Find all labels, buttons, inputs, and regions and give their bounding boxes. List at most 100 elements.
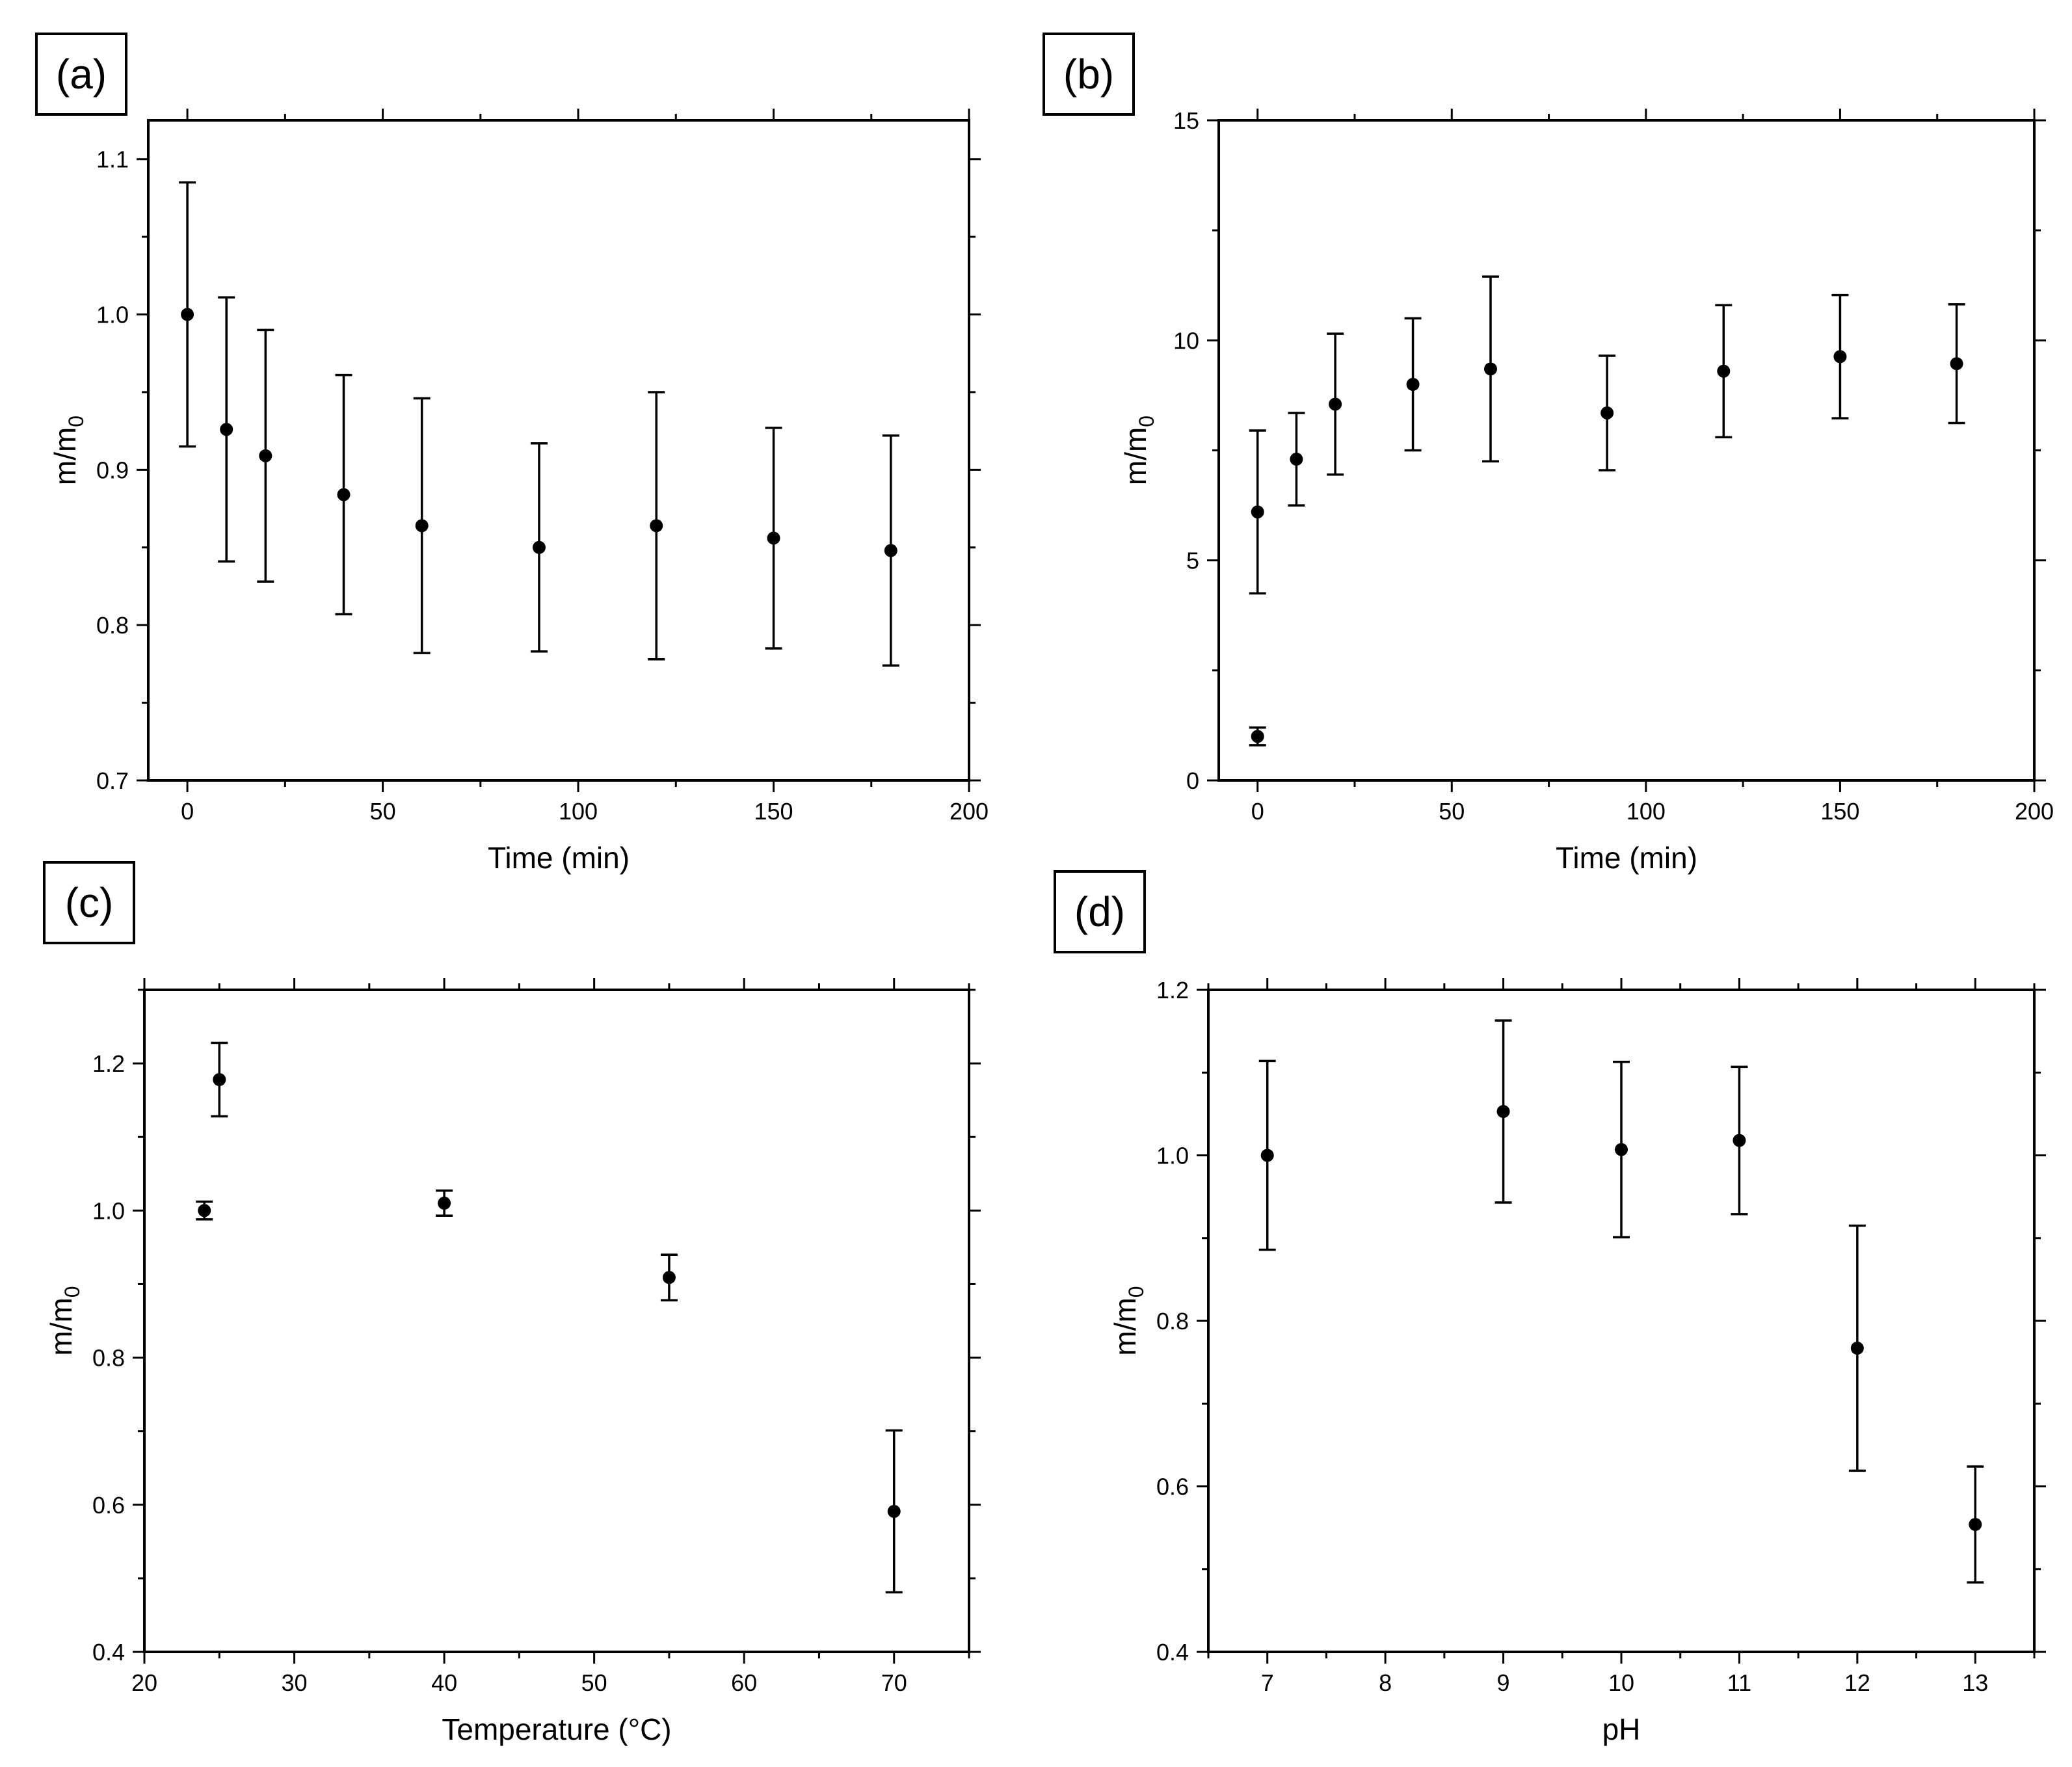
panel-a-xtick-label: 150	[754, 798, 793, 825]
panel-d-xtick-label: 13	[1962, 1669, 1988, 1696]
panel-d-data-point	[1850, 1341, 1864, 1355]
panel-d-xlabel: pH	[1602, 1712, 1641, 1746]
panel-d-data-point	[1615, 1143, 1628, 1156]
panel-c-data-point	[213, 1072, 226, 1086]
panel-c-ytick-label: 0.4	[92, 1639, 125, 1666]
panel-d-label-box	[1054, 870, 1146, 953]
panel-b-data-point	[1251, 505, 1264, 519]
panel-b-ylabel-subscript: 0	[1135, 416, 1158, 427]
panel-a-data-point	[532, 540, 546, 554]
panel-b-data-point	[1717, 364, 1731, 378]
panel-d-ytick-label: 0.4	[1156, 1639, 1189, 1666]
panel-a-data-point	[415, 519, 429, 533]
panel-d: (d) 7 8 9 10 11 12 13 0.4 0.6 0.8 1.0 1.2 pH m/m0	[1054, 870, 2046, 1746]
panel-a-data-point	[259, 449, 272, 462]
panel-d-label: (d)	[1074, 888, 1125, 935]
panel-d-ytick-label: 1.0	[1156, 1143, 1189, 1169]
panel-a-ylabel-subscript: 0	[64, 416, 88, 427]
panel-b-label: (b)	[1063, 51, 1114, 98]
panel-c: (c) 20 30 40 50 60 70 0.4 0.6 0.8 1.0 1.2 Temperatur…	[43, 861, 981, 1746]
panel-c-ylabel-subscript: 0	[60, 1286, 84, 1297]
panel-b-ytick-label: 5	[1186, 548, 1199, 574]
panel-b-data-point	[1251, 730, 1264, 743]
panel-c-data-point	[198, 1204, 211, 1217]
panel-a: (a) 0 50 100 150 200 0.7 0.8 0.9 1.0 1.1 Time (min)…	[35, 33, 989, 875]
panel-c-xtick-label: 50	[581, 1669, 607, 1696]
panel-b-data-point	[1600, 406, 1614, 419]
panel-c-data-point	[662, 1271, 676, 1284]
panel-a-ytick-label: 0.8	[96, 612, 129, 639]
panel-b-xtick-label: 0	[1251, 798, 1264, 825]
panel-a-xtick-label: 200	[950, 798, 989, 825]
panel-b-ylabel: m/m0	[1119, 416, 1158, 485]
panel-b-xtick-label: 100	[1627, 798, 1666, 825]
panel-a-data-point	[884, 544, 897, 557]
panel-b-xtick-label: 200	[2015, 798, 2054, 825]
panel-b-ytick-label: 0	[1186, 767, 1199, 794]
panel-c-ytick-label: 1.0	[92, 1197, 125, 1224]
panel-a-xtick-label: 0	[181, 798, 194, 825]
panel-a-data-point	[767, 531, 780, 545]
panel-d-ylabel-subscript: 0	[1124, 1286, 1148, 1297]
panel-d-ytick-label: 0.6	[1156, 1474, 1189, 1500]
panel-b-data-point	[1329, 397, 1342, 411]
panel-c-xtick-label: 20	[131, 1669, 157, 1696]
panel-b-data-point	[1950, 357, 1963, 371]
panel-b-xtick-label: 150	[1820, 798, 1859, 825]
panel-a-data-point	[220, 423, 233, 436]
panel-a-xtick-label: 100	[559, 798, 598, 825]
panel-b-data-point	[1290, 453, 1303, 466]
panel-a-ytick-label: 0.9	[96, 457, 129, 483]
panel-a-data-point	[650, 519, 663, 533]
panel-a-ylabel: m/m0	[48, 416, 88, 485]
panel-c-data-point	[438, 1197, 451, 1210]
panel-b-ytick-label: 10	[1173, 327, 1199, 354]
panel-a-xtick-label: 50	[370, 798, 396, 825]
panel-d-data-point	[1733, 1134, 1746, 1147]
panel-c-ytick-label: 0.8	[92, 1345, 125, 1372]
panel-c-frame	[143, 989, 970, 1653]
panel-b-label-box	[1043, 33, 1135, 116]
panel-d-xtick-label: 11	[1727, 1669, 1751, 1696]
panel-d-ylabel: m/m0	[1108, 1286, 1148, 1355]
panel-a-frame	[147, 119, 970, 782]
panel-b-ytick-label: 15	[1173, 107, 1199, 134]
panel-b-data-point	[1484, 362, 1497, 376]
panel-c-ylabel-main: m/m	[44, 1297, 78, 1355]
panel-a-data-point	[337, 488, 351, 501]
panel-c-xtick-label: 40	[431, 1669, 457, 1696]
panel-c-data-point	[887, 1504, 901, 1518]
panel-c-ylabel: m/m0	[44, 1286, 84, 1355]
panel-c-ytick-label: 0.6	[92, 1492, 125, 1519]
panel-a-xlabel: Time (min)	[488, 841, 630, 875]
panel-c-ytick-label: 1.2	[92, 1050, 125, 1077]
panel-d-ytick-label: 0.8	[1156, 1308, 1189, 1335]
panel-c-xtick-label: 60	[731, 1669, 757, 1696]
panel-c-xlabel: Temperature (°C)	[442, 1712, 671, 1746]
panel-b: (b) 0 50 100 150 200 0 5 10 15 Time (min) m/m0	[1043, 33, 2054, 875]
panel-c-xtick-label: 70	[881, 1669, 907, 1696]
panel-d-data-point	[1496, 1105, 1510, 1119]
panel-d-xtick-label: 9	[1497, 1669, 1510, 1696]
panel-d-xtick-label: 8	[1379, 1669, 1392, 1696]
panel-b-frame	[1217, 119, 2036, 782]
panel-d-data-point	[1969, 1518, 1982, 1532]
panel-c-label: (c)	[65, 879, 114, 926]
panel-b-data-point	[1406, 378, 1420, 391]
panel-c-xtick-label: 30	[282, 1669, 308, 1696]
panel-b-data-point	[1833, 350, 1847, 364]
panel-a-ytick-label: 1.0	[96, 302, 129, 328]
panel-c-label-box	[43, 861, 135, 944]
panel-d-ytick-label: 1.2	[1156, 977, 1189, 1003]
panel-d-xtick-label: 7	[1261, 1669, 1274, 1696]
panel-b-xlabel: Time (min)	[1556, 841, 1697, 875]
panel-d-xtick-label: 12	[1844, 1669, 1870, 1696]
panel-d-ylabel-main: m/m	[1108, 1297, 1142, 1355]
panel-a-data-point	[181, 308, 194, 321]
panel-b-xtick-label: 50	[1439, 798, 1465, 825]
panel-a-label-box	[35, 33, 127, 116]
panel-d-data-point	[1260, 1149, 1274, 1162]
panel-d-xtick-label: 10	[1608, 1669, 1634, 1696]
panel-a-ytick-label: 0.7	[96, 767, 129, 794]
